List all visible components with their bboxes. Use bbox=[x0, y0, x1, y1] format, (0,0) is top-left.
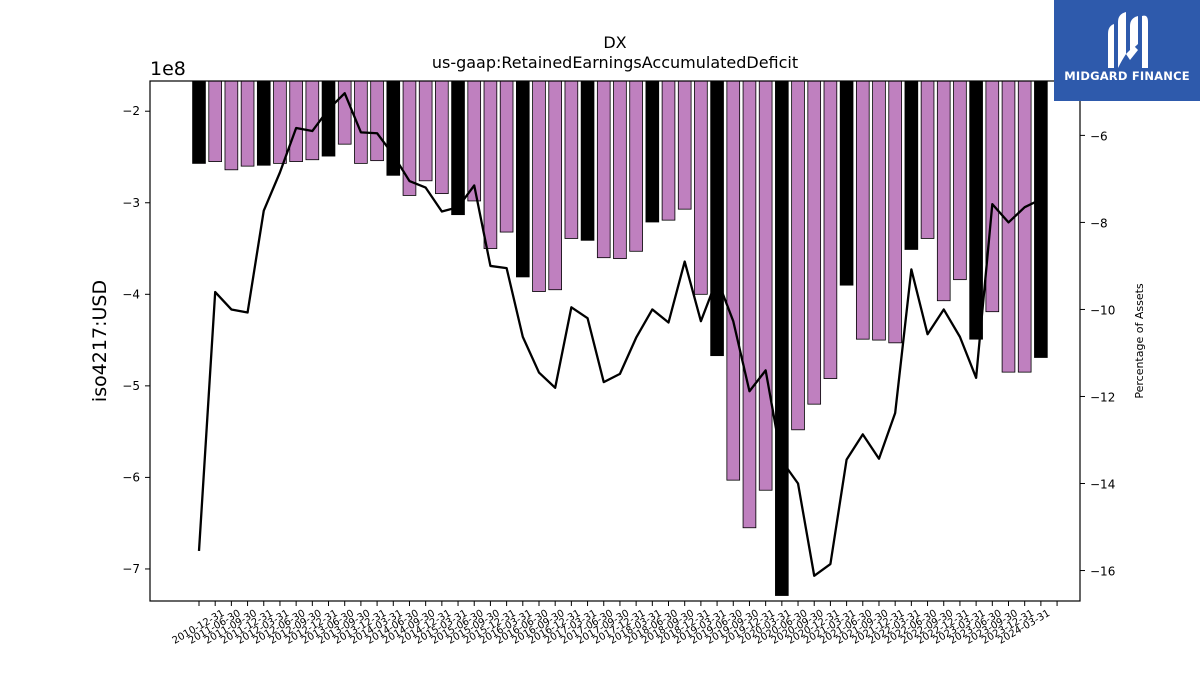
midgard-logo-icon bbox=[1108, 12, 1148, 69]
y-tick-label: −3 bbox=[122, 196, 140, 210]
x-axis: 2010-12-312011-06-302011-09-302011-12-31… bbox=[171, 601, 1058, 647]
bar bbox=[775, 80, 789, 596]
y2-tick-label: −12 bbox=[1090, 390, 1115, 404]
bar bbox=[418, 80, 433, 182]
y2-tick-label: −6 bbox=[1090, 129, 1108, 143]
bar bbox=[645, 80, 660, 223]
bar bbox=[710, 80, 724, 357]
bar bbox=[791, 80, 805, 431]
y2-tick-label: −14 bbox=[1090, 478, 1115, 492]
bar bbox=[321, 80, 336, 157]
y-tick-label: −5 bbox=[122, 379, 140, 393]
bar bbox=[953, 80, 967, 281]
bar bbox=[192, 80, 206, 164]
percentage-of-assets-line bbox=[197, 92, 1042, 577]
bar bbox=[580, 80, 595, 241]
chart-subtitle: us-gaap:RetainedEarningsAccumulatedDefic… bbox=[432, 53, 798, 72]
bar bbox=[694, 80, 708, 295]
y-axis-label: iso4217:USD bbox=[89, 280, 111, 402]
bar bbox=[985, 80, 1000, 313]
y2-tick-label: −10 bbox=[1090, 303, 1115, 317]
bar bbox=[904, 80, 919, 250]
bar bbox=[872, 80, 886, 341]
bar bbox=[499, 80, 514, 233]
bar bbox=[613, 80, 627, 260]
y-tick-label: −2 bbox=[122, 104, 140, 118]
bar bbox=[208, 80, 222, 162]
y-tick-label: −6 bbox=[122, 470, 140, 484]
bar bbox=[969, 80, 983, 340]
bar bbox=[337, 80, 352, 145]
bar bbox=[1034, 80, 1048, 358]
bar bbox=[726, 80, 741, 481]
bar bbox=[596, 80, 611, 259]
y2-tick-label: −16 bbox=[1090, 565, 1115, 579]
bar bbox=[888, 80, 902, 344]
bar bbox=[435, 80, 449, 195]
bar bbox=[370, 80, 384, 162]
bar bbox=[467, 80, 482, 202]
y2-tick-label: −8 bbox=[1090, 216, 1108, 230]
y-axis-left: −7 −6 −5 −4 −3 −2 bbox=[122, 104, 150, 576]
bar bbox=[224, 80, 239, 171]
plot-frame bbox=[149, 80, 1081, 602]
bar bbox=[807, 80, 822, 405]
bar-series bbox=[192, 80, 1048, 596]
chart-title: DX bbox=[603, 33, 626, 52]
bar bbox=[1001, 80, 1016, 373]
bar bbox=[483, 80, 498, 249]
bar bbox=[855, 80, 870, 340]
bar bbox=[742, 80, 757, 529]
bar bbox=[758, 80, 773, 491]
bar bbox=[289, 80, 303, 162]
bar bbox=[548, 80, 562, 291]
bar bbox=[1017, 80, 1032, 373]
bar bbox=[532, 80, 546, 292]
y-axis-right: −16 −14 −12 −10 −8 −6 bbox=[1080, 129, 1115, 579]
midgard-finance-logo: MIDGARD FINANCE bbox=[1054, 0, 1200, 101]
bar bbox=[936, 80, 951, 302]
bar bbox=[839, 80, 854, 286]
y-multiplier-label: 1e8 bbox=[150, 58, 186, 80]
bar bbox=[273, 80, 287, 164]
bar bbox=[920, 80, 935, 239]
bar bbox=[677, 80, 692, 210]
bar bbox=[661, 80, 676, 221]
bar bbox=[629, 80, 643, 252]
brand-name: MIDGARD FINANCE bbox=[1064, 69, 1190, 83]
bar bbox=[516, 80, 530, 278]
bar bbox=[823, 80, 838, 379]
bar bbox=[256, 80, 271, 166]
bar bbox=[451, 80, 465, 216]
bar bbox=[564, 80, 579, 239]
bar bbox=[402, 80, 417, 196]
y-tick-label: −4 bbox=[122, 287, 140, 301]
bar bbox=[305, 80, 320, 161]
y-tick-label: −7 bbox=[122, 562, 140, 576]
y2-axis-label: Percentage of Assets bbox=[1133, 283, 1146, 399]
bar bbox=[240, 80, 255, 167]
